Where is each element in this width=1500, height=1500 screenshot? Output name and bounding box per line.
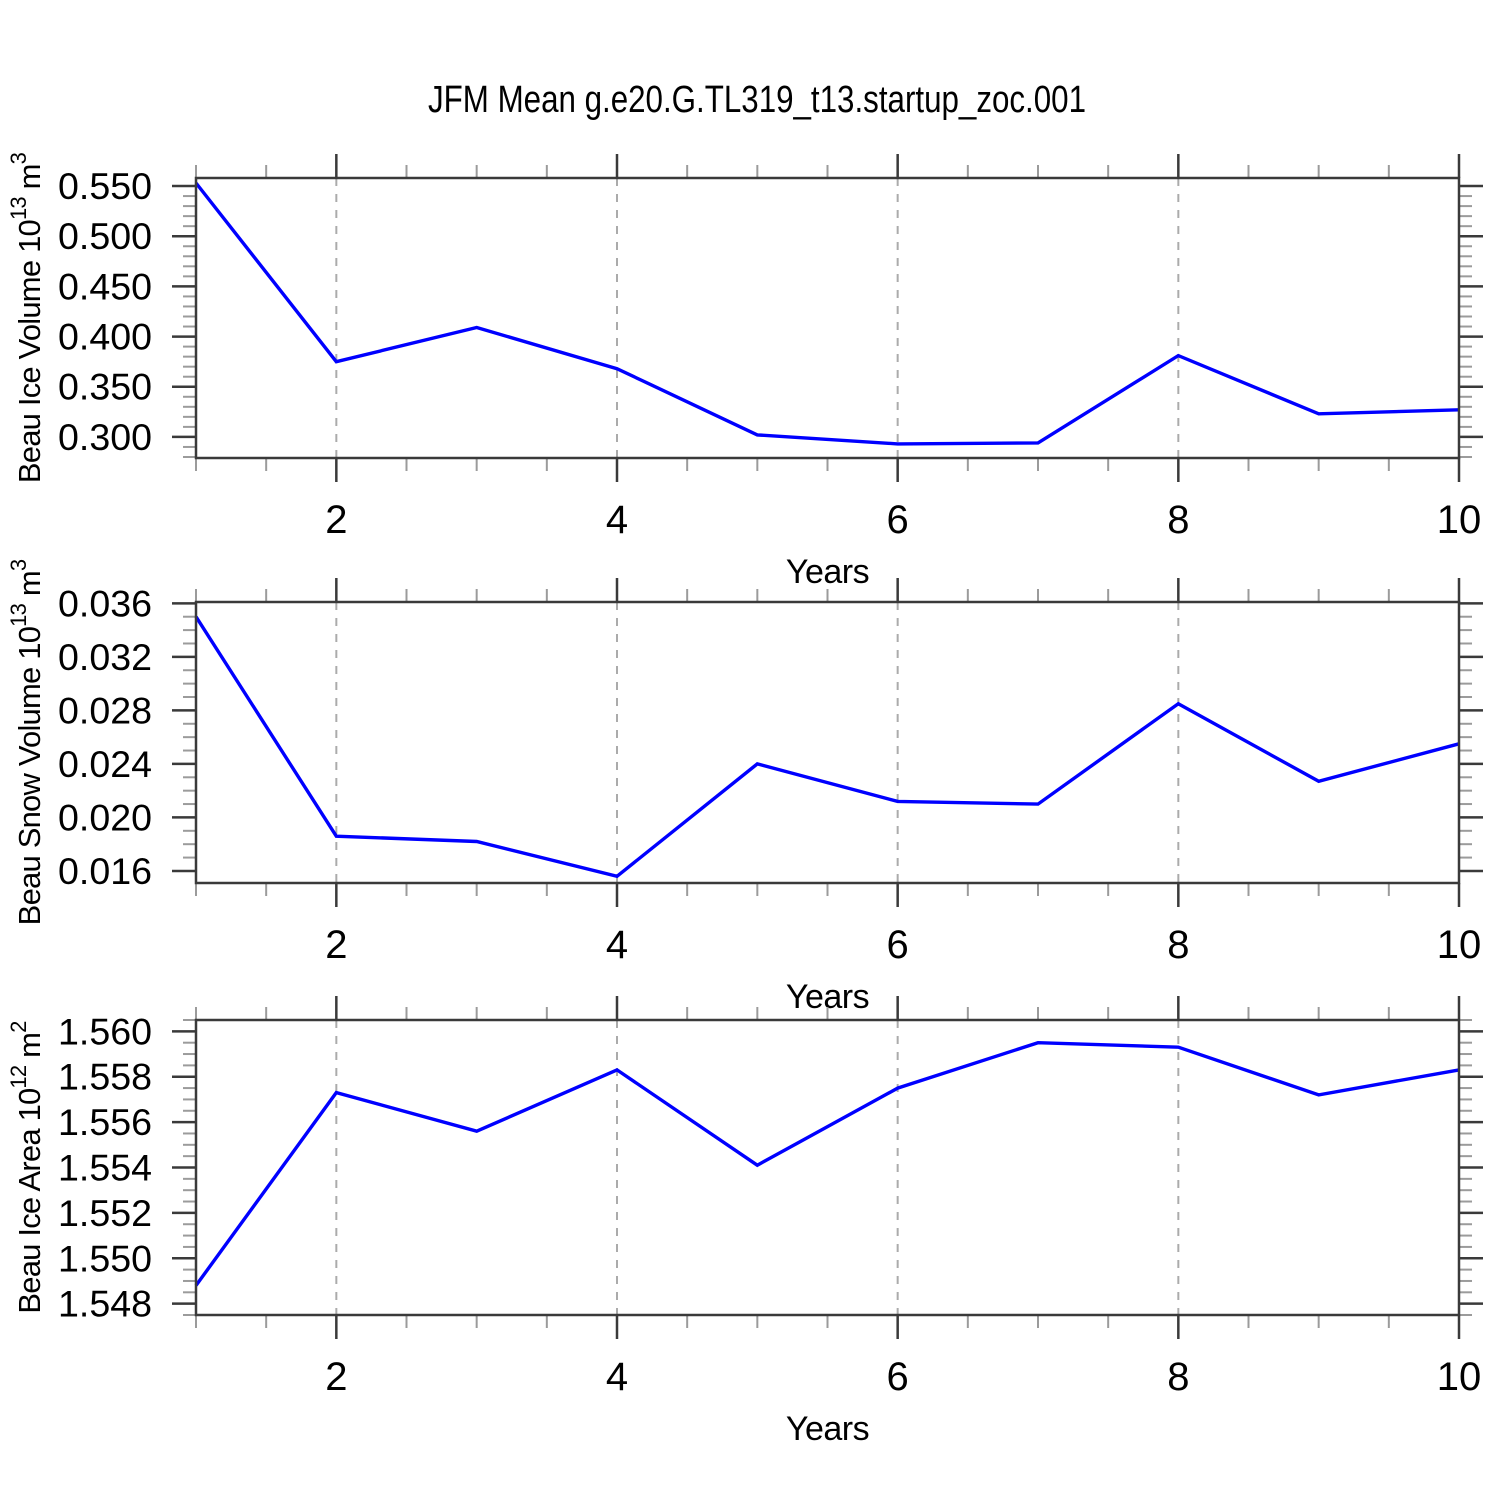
- x-tick-label: 4: [606, 1355, 628, 1399]
- y-tick-label: 0.016: [58, 851, 152, 892]
- panels-container: 2 4 6 8 10 0.550 0.500 0.450 0.400 0.350 0.300 Year…: [6, 152, 1483, 1448]
- y-tick-label: 0.400: [58, 317, 152, 358]
- y-tick-label: 1.554: [58, 1148, 152, 1189]
- x-axis-label: Years: [786, 1410, 869, 1448]
- y-axis-label-superscript: 13: [6, 603, 31, 626]
- y-tick-label: 0.300: [58, 417, 152, 458]
- x-tick-label: 2: [325, 1355, 347, 1399]
- data-line-beau-ice-area: [194, 1040, 1460, 1287]
- y-tick-label: 0.028: [58, 690, 152, 731]
- x-tick-label: 10: [1437, 1355, 1482, 1399]
- y-tick-label: 0.550: [58, 166, 152, 207]
- data-line-beau-snow-volume: [194, 615, 1460, 879]
- y-tick-label: 0.020: [58, 797, 152, 838]
- y-tick-label: 0.350: [58, 367, 152, 408]
- panel-beau-snow-volume: 2 4 6 8 100.0360.0320.0280.0240.0200.016Year…: [6, 559, 1483, 1016]
- y-axis-label-text: m: [12, 1033, 47, 1066]
- y-axis-label-superscript: 2: [6, 1021, 31, 1033]
- y-axis-label-superscript: 13: [6, 197, 31, 220]
- y-tick-label: 1.558: [58, 1057, 152, 1098]
- axis-border: [194, 600, 1461, 885]
- data-line-beau-ice-volume: [194, 181, 1460, 446]
- figure-title: JFM Mean g.e20.G.TL319_t13.startup_zoc.0…: [428, 79, 1086, 121]
- x-tick-label: 10: [1437, 923, 1482, 967]
- x-tick-label: 4: [606, 498, 628, 542]
- y-tick-label: 0.036: [58, 583, 152, 624]
- x-tick-label: 4: [606, 923, 628, 967]
- y-axis-label: Beau Snow Volume 1013 m3: [6, 559, 47, 925]
- y-axis-label-superscript: 3: [6, 152, 31, 164]
- x-tick-label: 10: [1437, 498, 1482, 542]
- x-axis-label: Years: [786, 553, 869, 591]
- axis-border: [194, 176, 1461, 460]
- y-tick-label: 0.450: [58, 266, 152, 307]
- x-tick-label: 8: [1167, 923, 1189, 967]
- x-tick-label: 2: [325, 923, 347, 967]
- y-axis-label-text: Beau Ice Volume 10: [12, 219, 47, 483]
- y-axis-label: Beau Ice Volume 1013 m3: [6, 152, 47, 483]
- y-tick-label: 0.024: [58, 744, 152, 785]
- axis-border: [194, 1018, 1461, 1317]
- x-tick-label: 6: [887, 923, 909, 967]
- y-axis-label-superscript: 12: [6, 1065, 31, 1088]
- x-tick-label: 8: [1167, 1355, 1189, 1399]
- y-axis-label-text: Beau Ice Area 10: [12, 1088, 47, 1314]
- x-tick-label: 6: [887, 1355, 909, 1399]
- y-axis-label-superscript: 3: [6, 559, 31, 571]
- y-tick-label: 1.552: [58, 1193, 152, 1234]
- x-tick-label: 2: [325, 498, 347, 542]
- x-tick-label: 8: [1167, 498, 1189, 542]
- y-axis-label-text: m: [12, 164, 47, 197]
- y-axis-label: Beau Ice Area 1012 m2: [6, 1021, 47, 1314]
- y-tick-label: 0.032: [58, 637, 152, 678]
- y-axis-label-text: m: [12, 571, 47, 604]
- y-tick-label: 1.548: [58, 1284, 152, 1325]
- y-tick-label: 1.560: [58, 1011, 152, 1052]
- x-tick-label: 6: [887, 498, 909, 542]
- y-tick-label: 1.550: [58, 1238, 152, 1279]
- y-axis-label-text: Beau Snow Volume 10: [12, 626, 47, 925]
- panel-beau-ice-volume: 2 4 6 8 10 0.550 0.500 0.450 0.400 0.350 0.300 Year…: [6, 152, 1483, 591]
- y-tick-label: 0.500: [58, 216, 152, 257]
- y-tick-label: 1.556: [58, 1102, 152, 1143]
